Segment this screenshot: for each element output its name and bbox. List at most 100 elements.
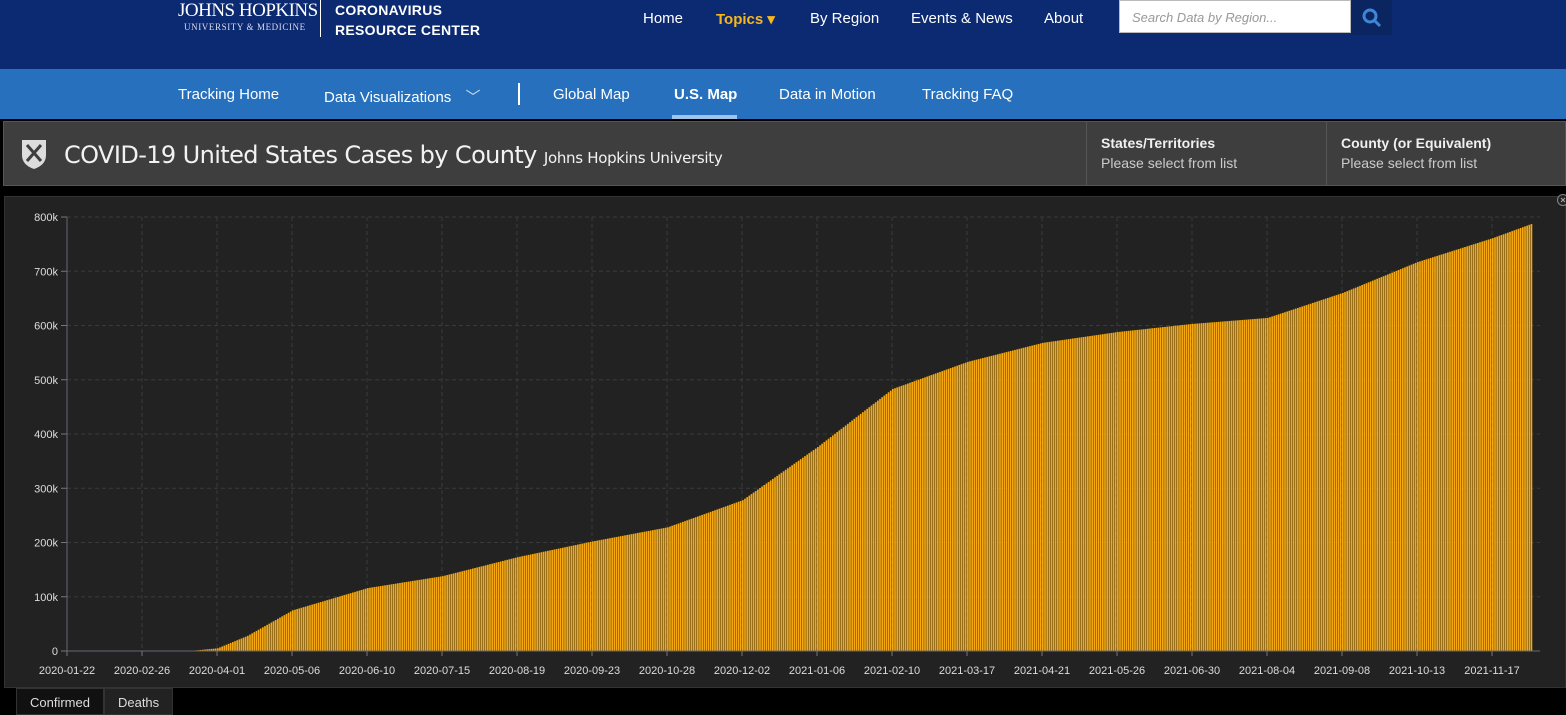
bar (688, 519, 691, 651)
bar (872, 403, 875, 651)
bar (1177, 325, 1179, 651)
bar (737, 501, 740, 651)
subnav-tracking-home[interactable]: Tracking Home (178, 86, 280, 103)
bar (236, 640, 238, 651)
jhu-logo[interactable]: JOHNS HOPKINS (178, 0, 318, 21)
bar (988, 356, 991, 651)
bar (512, 558, 515, 651)
bar (551, 549, 553, 651)
subnav-global-map[interactable]: Global Map (553, 86, 630, 103)
y-tick-label: 200k (34, 538, 58, 550)
bar (1515, 229, 1518, 651)
bar (527, 554, 530, 651)
bar (928, 375, 931, 651)
bar (289, 611, 292, 651)
bar (746, 497, 748, 651)
bar (1234, 320, 1237, 651)
bar (1209, 322, 1211, 651)
county-selector[interactable]: County (or Equivalent) Please select from… (1326, 122, 1566, 185)
bar (508, 559, 511, 651)
site-title-line1: CORONAVIRUS (335, 2, 443, 18)
bar (1472, 244, 1475, 651)
bar (397, 583, 399, 651)
bar (1149, 328, 1151, 651)
bar (1462, 247, 1464, 651)
bar (495, 562, 498, 651)
bar (939, 371, 941, 651)
bar (1406, 266, 1408, 651)
tab-confirmed[interactable]: Confirmed (16, 688, 104, 715)
nav-by-region[interactable]: By Region (810, 10, 880, 27)
bar (375, 586, 378, 651)
bar (1442, 253, 1445, 651)
bar (583, 543, 586, 651)
search-button[interactable] (1351, 0, 1392, 35)
bar (973, 360, 976, 651)
subnav-data-in-motion[interactable]: Data in Motion (779, 86, 876, 103)
bar (1067, 339, 1070, 651)
bar (510, 558, 513, 651)
bar (1168, 326, 1171, 651)
bar (930, 375, 933, 651)
bar (1132, 330, 1134, 651)
site-title[interactable]: CORONAVIRUS RESOURCE CENTER (335, 0, 480, 40)
tab-deaths[interactable]: Deaths (103, 688, 174, 715)
bar (1402, 268, 1404, 651)
bar (407, 581, 410, 651)
x-tick-label: 2021-05-26 (1089, 665, 1145, 677)
bar (780, 472, 783, 651)
bar (420, 579, 423, 651)
bar (1117, 332, 1119, 651)
nav-about[interactable]: About (1044, 10, 1084, 27)
bar (729, 504, 731, 651)
y-tick-label: 500k (34, 375, 58, 387)
bar (1384, 275, 1387, 651)
bar (298, 608, 301, 651)
subnav-data-visualizations[interactable]: Data Visualizations ﹀ (324, 86, 480, 107)
bar (613, 537, 616, 651)
bar (1194, 323, 1196, 651)
bar (1359, 285, 1361, 651)
bar (448, 574, 451, 651)
subnav-us-map[interactable]: U.S. Map (674, 86, 738, 103)
bar (684, 521, 686, 651)
bar (954, 366, 956, 651)
dashboard-subtitle: Johns Hopkins University (543, 149, 723, 167)
bar (450, 573, 453, 651)
nav-home[interactable]: Home (643, 10, 684, 27)
bar (782, 471, 785, 651)
bar (937, 372, 939, 651)
bar (1217, 321, 1220, 651)
bar (1297, 307, 1299, 651)
bar (774, 477, 776, 651)
bar (913, 381, 916, 651)
bar (493, 563, 496, 651)
bar (1397, 269, 1400, 651)
bar (1481, 241, 1483, 651)
bar (579, 544, 581, 651)
nav-topics[interactable]: Topics ▾ (716, 11, 775, 28)
bar (330, 598, 333, 651)
bar (1029, 346, 1031, 651)
states-selector[interactable]: States/Territories Please select from lis… (1086, 122, 1326, 185)
collapse-icon[interactable] (1556, 192, 1566, 208)
bar (1322, 299, 1325, 651)
bar (534, 553, 536, 651)
search-input[interactable]: Search Data by Region... (1119, 0, 1351, 33)
bar (358, 590, 361, 651)
bar (347, 593, 350, 651)
bar (1089, 336, 1091, 651)
bar (866, 408, 868, 651)
nav-events-news[interactable]: Events & News (911, 10, 1013, 27)
bar (594, 541, 596, 651)
bar (1350, 289, 1353, 651)
bar (1348, 290, 1351, 651)
bar (956, 365, 958, 651)
x-tick-label: 2021-06-30 (1164, 665, 1220, 677)
bar (701, 514, 703, 651)
bar (1271, 316, 1273, 651)
bar (1078, 337, 1081, 651)
bar (1318, 300, 1321, 651)
bar (1526, 225, 1528, 651)
subnav-tracking-faq[interactable]: Tracking FAQ (922, 86, 1014, 103)
